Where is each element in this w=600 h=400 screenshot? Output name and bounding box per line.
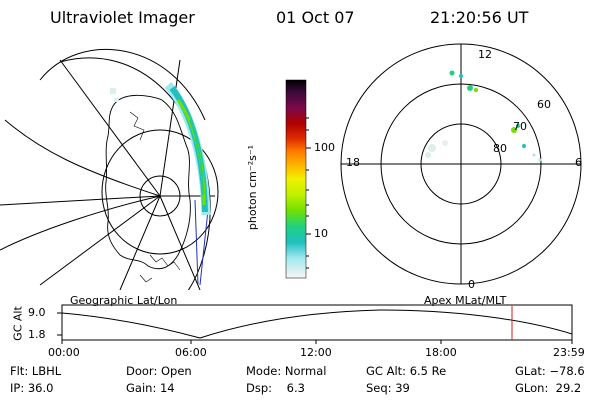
antarctica-coastline (105, 94, 191, 270)
meridian-7 (119, 195, 161, 290)
status-gc-alt: GC Alt: 6.5 Re (366, 364, 447, 378)
mlt-label-6: 6 (575, 156, 582, 169)
status-gain: Gain: 14 (126, 381, 175, 395)
status-glat: GLat: −78.6 (515, 364, 585, 378)
colorbar-unit-label: photon cm⁻²s⁻¹ (246, 144, 260, 231)
altitude-xtick-2359: 23:59 (553, 346, 585, 359)
mlat-label-70: 70 (513, 120, 527, 133)
colorbar-tick-10: 10 (314, 227, 328, 240)
view-line-1 (194, 199, 199, 286)
meridian-8 (4, 119, 161, 197)
status-door: Door: Open (126, 364, 192, 378)
geographic-map (0, 49, 219, 290)
mlt-label-12: 12 (478, 48, 492, 61)
altitude-plot-ticks (57, 312, 573, 344)
altitude-xtick-1800: 18:00 (425, 346, 457, 359)
mlt-label-0: 0 (468, 278, 475, 291)
date-label: 01 Oct 07 (276, 8, 355, 27)
apex-label: Apex MLat/MLT (424, 294, 507, 307)
meridian-9 (0, 195, 161, 251)
colorbar-tick-100: 100 (314, 141, 335, 154)
colorbar (285, 79, 307, 279)
meridian-3 (39, 195, 161, 286)
earth-limb (59, 57, 211, 290)
meridian-6 (159, 195, 201, 290)
instrument-title: Ultraviolet Imager (50, 8, 195, 27)
altitude-ytick-9: 9.0 (28, 306, 46, 319)
status-filter: Flt: LBHL (10, 364, 62, 378)
lat-circle-outer (39, 49, 206, 121)
altitude-plot-frame (61, 304, 573, 341)
status-ip: IP: 36.0 (10, 381, 54, 395)
altitude-xtick-1200: 12:00 (300, 346, 332, 359)
ice-shelf-detail (129, 111, 145, 141)
lat-circle-mid (101, 129, 219, 255)
geographic-aurora (110, 82, 211, 216)
altitude-ytick-1.8: 1.8 (28, 328, 46, 341)
meridian-1 (0, 195, 161, 206)
status-glon: GLon: 29.2 (515, 381, 582, 395)
time-label: 21:20:56 UT (430, 8, 529, 27)
altitude-xtick-0600: 06:00 (175, 346, 207, 359)
mlt-label-18: 18 (346, 156, 360, 169)
colorbar-ticks (306, 117, 311, 269)
polar-plot (340, 43, 582, 285)
status-dsp: Dsp: 6.3 (246, 381, 305, 395)
meridian-5 (159, 59, 181, 197)
coast-detail (149, 254, 181, 271)
altitude-xtick-0000: 00:00 (48, 346, 80, 359)
status-mode: Mode: Normal (246, 364, 327, 378)
mlat-label-60: 60 (537, 98, 551, 111)
geographic-label: Geographic Lat/Lon (70, 294, 178, 307)
altitude-ylabel: GC Alt (11, 306, 25, 341)
view-line-2 (199, 209, 209, 286)
polar-aurora (425, 70, 542, 162)
meridian-4 (59, 59, 161, 197)
altitude-curve (61, 309, 573, 339)
mlat-label-80: 80 (493, 142, 507, 155)
status-seq: Seq: 39 (366, 381, 410, 395)
